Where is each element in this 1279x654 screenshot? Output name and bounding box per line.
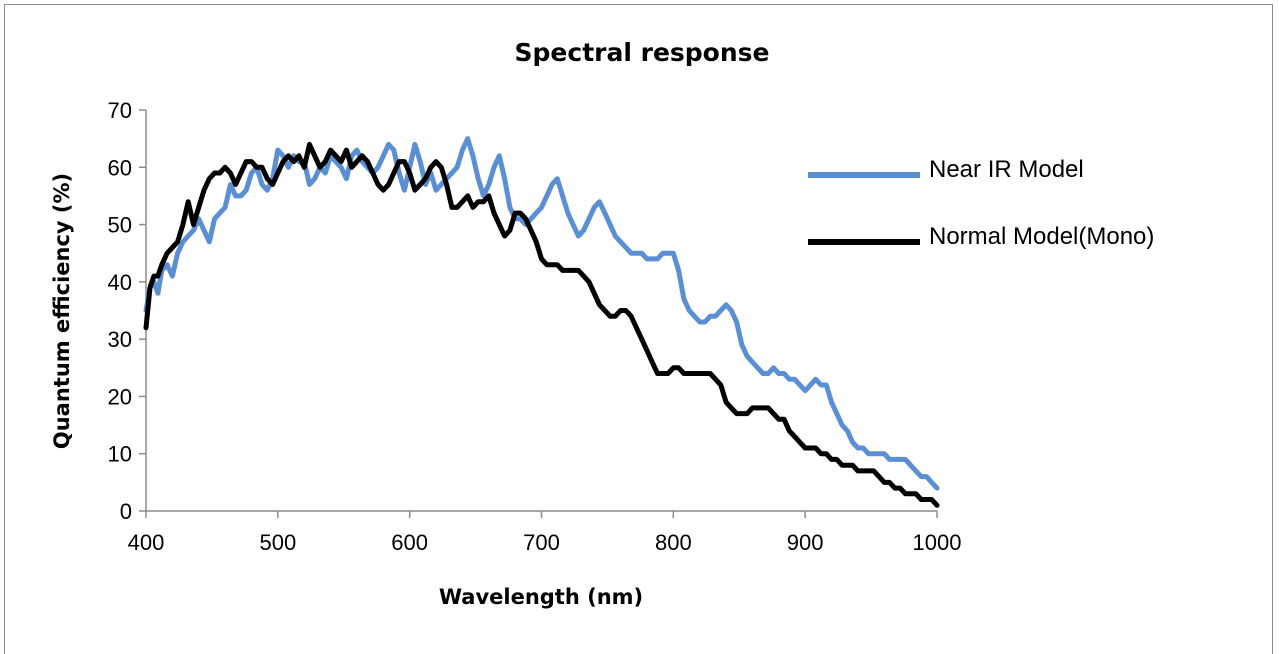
ticks: 0 10 20 30 40 50 60 70 400 500 600 700 800 900 1000 — [108, 98, 962, 555]
y-tick-label: 30 — [108, 327, 132, 352]
x-tick-label: 600 — [391, 530, 428, 555]
y-tick-label: 10 — [108, 442, 132, 467]
x-tick-label: 500 — [259, 530, 296, 555]
legend-label-normal-model-mono: Normal Model(Mono) — [929, 223, 1154, 250]
series-line-near-ir-model — [143, 136, 940, 491]
x-tick-label: 800 — [655, 530, 692, 555]
x-tick-label: 900 — [787, 530, 824, 555]
legend: Near IR Model Normal Model(Mono) — [808, 156, 1154, 250]
chart-title: Spectral response — [515, 38, 770, 67]
y-tick-label: 50 — [108, 213, 132, 238]
chart-frame — [4, 4, 1273, 654]
y-tick-label: 20 — [108, 384, 132, 409]
y-tick-label: 0 — [120, 499, 132, 524]
y-tick-label: 60 — [108, 155, 132, 180]
legend-label-near-ir-model: Near IR Model — [929, 156, 1084, 183]
x-axis-title: Wavelength (nm) — [439, 585, 643, 609]
plot-lines — [143, 136, 940, 508]
y-tick-label: 40 — [108, 270, 132, 295]
series-line-normal-model-mono — [143, 141, 940, 508]
x-tick-label: 400 — [128, 530, 165, 555]
x-tick-label: 700 — [523, 530, 560, 555]
y-tick-label: 70 — [108, 98, 132, 123]
y-axis-title: Quantum efficiency (%) — [50, 173, 74, 449]
x-tick-label: 1000 — [913, 530, 962, 555]
